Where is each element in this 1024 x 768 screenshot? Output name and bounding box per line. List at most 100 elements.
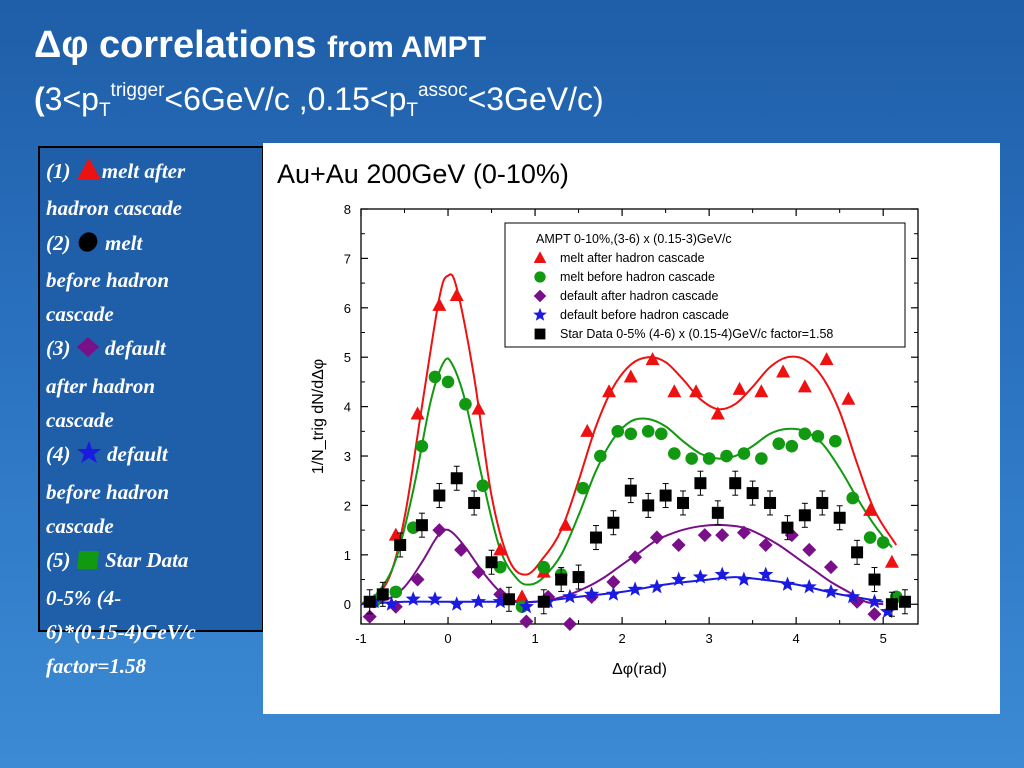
data-point-circle xyxy=(389,585,403,599)
legend-line: 0-5% (4- xyxy=(46,581,246,615)
data-point-square xyxy=(885,598,898,611)
data-point-circle xyxy=(876,536,890,549)
data-point-square xyxy=(376,588,389,601)
blue-star-icon xyxy=(76,440,102,474)
data-point-star xyxy=(845,588,861,604)
data-point-square xyxy=(485,556,498,569)
data-point-square xyxy=(468,496,481,509)
data-point-triangle xyxy=(689,384,704,398)
data-point-square xyxy=(572,571,585,584)
data-point-star xyxy=(584,586,600,601)
data-point-diamond xyxy=(823,560,838,575)
data-point-diamond xyxy=(867,607,882,622)
data-point-star xyxy=(671,571,687,586)
legend-line: cascade xyxy=(46,403,246,437)
legend-line: (4) default xyxy=(46,437,246,474)
data-point-square xyxy=(624,484,637,497)
legend-line-text: cascade xyxy=(46,408,114,433)
y-axis-label: 1/N_trig dN/dΔφ xyxy=(310,359,327,474)
data-point-circle xyxy=(594,449,607,463)
data-point-square xyxy=(851,546,864,559)
y-tick-label: 5 xyxy=(344,350,351,365)
data-point-star xyxy=(649,578,665,594)
data-point-circle xyxy=(611,425,625,438)
legend-line: cascade xyxy=(46,297,246,331)
data-point-circle xyxy=(685,452,699,465)
data-point-circle xyxy=(720,449,733,463)
x-tick-label: 1 xyxy=(531,631,538,646)
data-point-square xyxy=(607,516,620,529)
legend-marker-triangle xyxy=(533,251,547,263)
data-point-star xyxy=(714,566,730,582)
legend-marker-square xyxy=(534,328,546,340)
data-point-triangle xyxy=(667,384,682,398)
legend-line-text: factor=1.58 xyxy=(46,654,147,679)
data-point-circle xyxy=(668,447,681,460)
data-point-square xyxy=(711,506,724,519)
data-point-diamond xyxy=(471,565,486,580)
chart-legend-title: AMPT 0-10%,(3-6) x (0.15-3)GeV/c xyxy=(536,232,732,246)
x-axis-label: Δφ(rad) xyxy=(612,661,667,678)
data-point-circle xyxy=(641,425,655,438)
data-point-diamond xyxy=(802,542,817,557)
data-point-circle xyxy=(737,447,751,460)
legend-line-prefix: (4) xyxy=(46,442,76,467)
plot-panel: Au+Au 200GeV (0-10%) -1 0 1 2 3 4 5 0 1 2 3 4 5 6 7 8 Δφ(… xyxy=(263,143,1000,714)
data-point-diamond xyxy=(454,542,469,557)
data-point-circle xyxy=(476,479,490,492)
data-point-square xyxy=(450,472,463,485)
legend-line: (3) default xyxy=(46,331,246,368)
data-point-star xyxy=(562,588,578,604)
data-point-star xyxy=(492,593,508,609)
x-tick-label: 0 xyxy=(444,631,451,646)
data-point-diamond xyxy=(410,572,425,587)
data-point-star xyxy=(605,586,621,601)
legend-line-prefix: (5) xyxy=(46,548,76,573)
data-point-square xyxy=(898,595,911,608)
x-tick-label: -1 xyxy=(355,631,367,646)
x-tick-label: 2 xyxy=(618,631,625,646)
data-point-triangle xyxy=(623,369,638,383)
purple-diamond-icon xyxy=(76,334,100,368)
chart: Au+Au 200GeV (0-10%) -1 0 1 2 3 4 5 0 1 2 3 4 5 6 7 8 Δφ(… xyxy=(277,159,919,678)
legend-line-text: 6)*(0.15-4)GeV/c xyxy=(46,619,196,644)
data-point-triangle xyxy=(410,406,425,420)
y-tick-label: 1 xyxy=(344,548,351,563)
legend-line-text: after hadron xyxy=(46,373,156,398)
legend-entry-label: default after hadron cascade xyxy=(560,289,718,303)
data-point-star xyxy=(405,591,421,606)
data-point-star xyxy=(427,591,443,606)
data-point-circle xyxy=(863,531,877,544)
data-point-square xyxy=(659,489,672,502)
data-point-circle xyxy=(576,481,590,495)
data-point-diamond xyxy=(850,594,865,609)
data-point-circle xyxy=(459,397,472,411)
data-point-triangle xyxy=(776,364,791,378)
data-point-square xyxy=(502,593,515,606)
data-point-square xyxy=(415,519,428,532)
legend-line-prefix: (1) xyxy=(46,159,76,183)
legend-line: after hadron xyxy=(46,369,246,403)
data-point-circle xyxy=(428,370,442,384)
data-point-triangle xyxy=(471,401,486,415)
legend-line-text: Star Data xyxy=(99,548,189,573)
data-point-square xyxy=(589,531,602,544)
data-point-circle xyxy=(798,427,812,441)
data-point-square xyxy=(433,489,446,502)
data-point-square xyxy=(746,487,759,500)
data-point-square xyxy=(833,511,846,524)
slide-title-area: Δφ correlations from AMPT (3<pTtrigger<6… xyxy=(34,22,604,131)
data-point-circle xyxy=(702,452,716,465)
data-point-diamond xyxy=(715,528,730,543)
data-point-square xyxy=(677,496,690,509)
data-point-triangle xyxy=(819,352,834,366)
data-point-square xyxy=(729,477,742,490)
data-point-triangle xyxy=(863,502,878,516)
red-triangle-icon xyxy=(76,157,102,191)
data-point-triangle xyxy=(580,423,595,437)
legend-entry-label: melt after hadron cascade xyxy=(560,251,705,265)
data-point-triangle xyxy=(493,542,508,556)
subtitle-part2: <6GeV/c ,0.15<p xyxy=(164,81,407,117)
data-point-star xyxy=(779,576,796,591)
data-point-star xyxy=(518,598,534,614)
